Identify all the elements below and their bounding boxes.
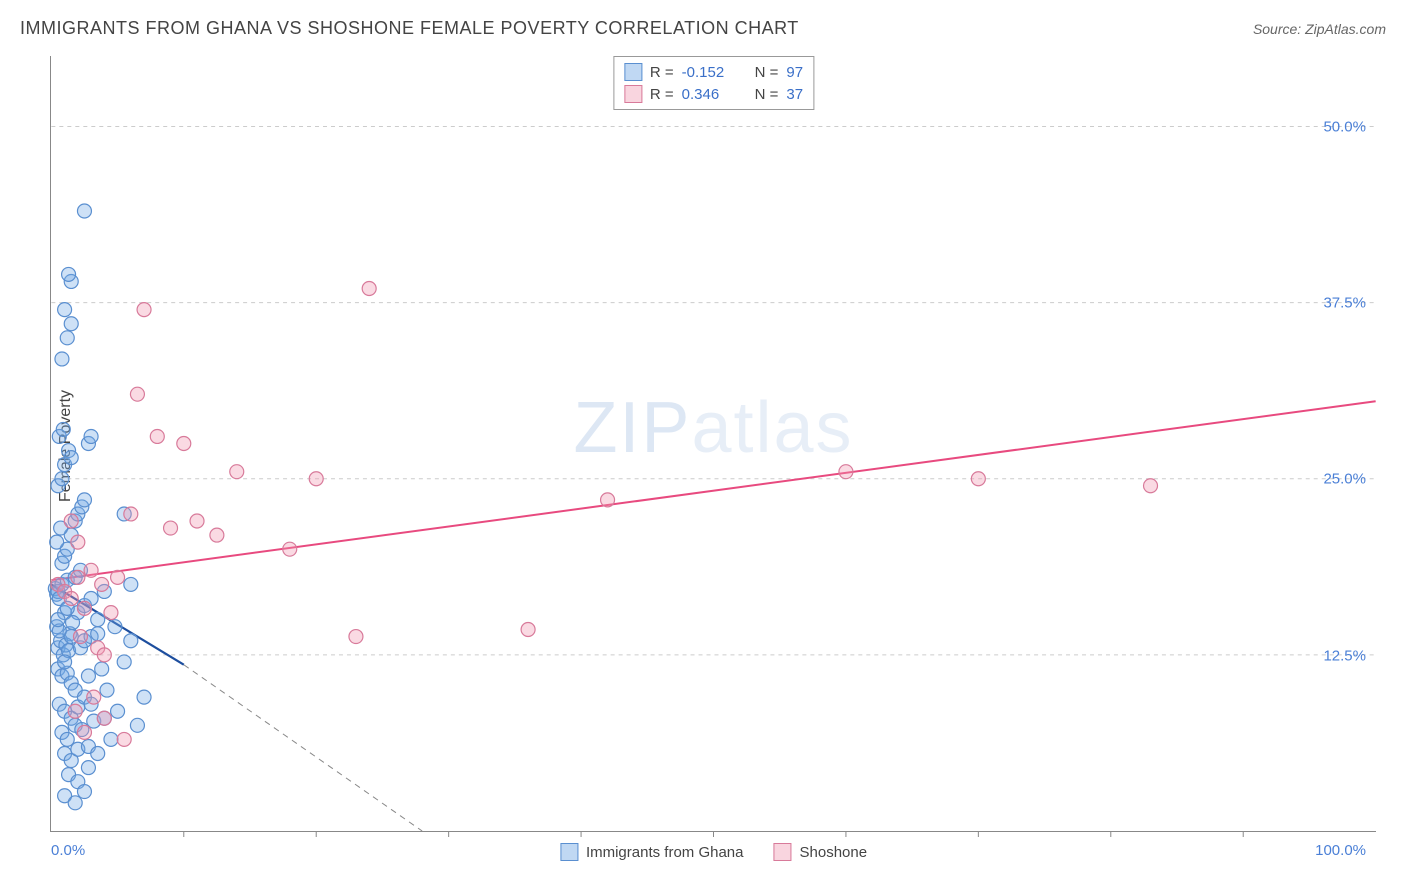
- chart-svg: [51, 56, 1376, 831]
- x-tick-min: 0.0%: [51, 842, 85, 859]
- r-value-ghana: -0.152: [682, 64, 737, 81]
- correlation-legend: R = -0.152 N = 97 R = 0.346 N = 37: [613, 56, 814, 110]
- legend-item-ghana: Immigrants from Ghana: [560, 843, 744, 861]
- y-tick-label: 37.5%: [1323, 294, 1366, 311]
- legend-row-ghana: R = -0.152 N = 97: [624, 61, 803, 83]
- swatch-blue: [624, 63, 642, 81]
- plot-area: ZIPatlas R = -0.152 N = 97 R = 0.346 N =…: [50, 56, 1376, 832]
- legend-item-shoshone: Shoshone: [774, 843, 868, 861]
- source-label: Source: ZipAtlas.com: [1253, 21, 1386, 37]
- series-legend: Immigrants from Ghana Shoshone: [560, 843, 867, 861]
- r-value-shoshone: 0.346: [682, 86, 737, 103]
- n-value-ghana: 97: [786, 64, 803, 81]
- y-tick-label: 25.0%: [1323, 471, 1366, 488]
- y-tick-label: 50.0%: [1323, 118, 1366, 135]
- title-bar: IMMIGRANTS FROM GHANA VS SHOSHONE FEMALE…: [20, 18, 1386, 39]
- n-value-shoshone: 37: [786, 86, 803, 103]
- swatch-pink: [624, 85, 642, 103]
- legend-label-ghana: Immigrants from Ghana: [586, 844, 744, 861]
- x-tick-max: 100.0%: [1315, 842, 1366, 859]
- y-tick-label: 12.5%: [1323, 647, 1366, 664]
- swatch-pink-icon: [774, 843, 792, 861]
- swatch-blue-icon: [560, 843, 578, 861]
- chart-title: IMMIGRANTS FROM GHANA VS SHOSHONE FEMALE…: [20, 18, 799, 39]
- legend-label-shoshone: Shoshone: [800, 844, 868, 861]
- legend-row-shoshone: R = 0.346 N = 37: [624, 83, 803, 105]
